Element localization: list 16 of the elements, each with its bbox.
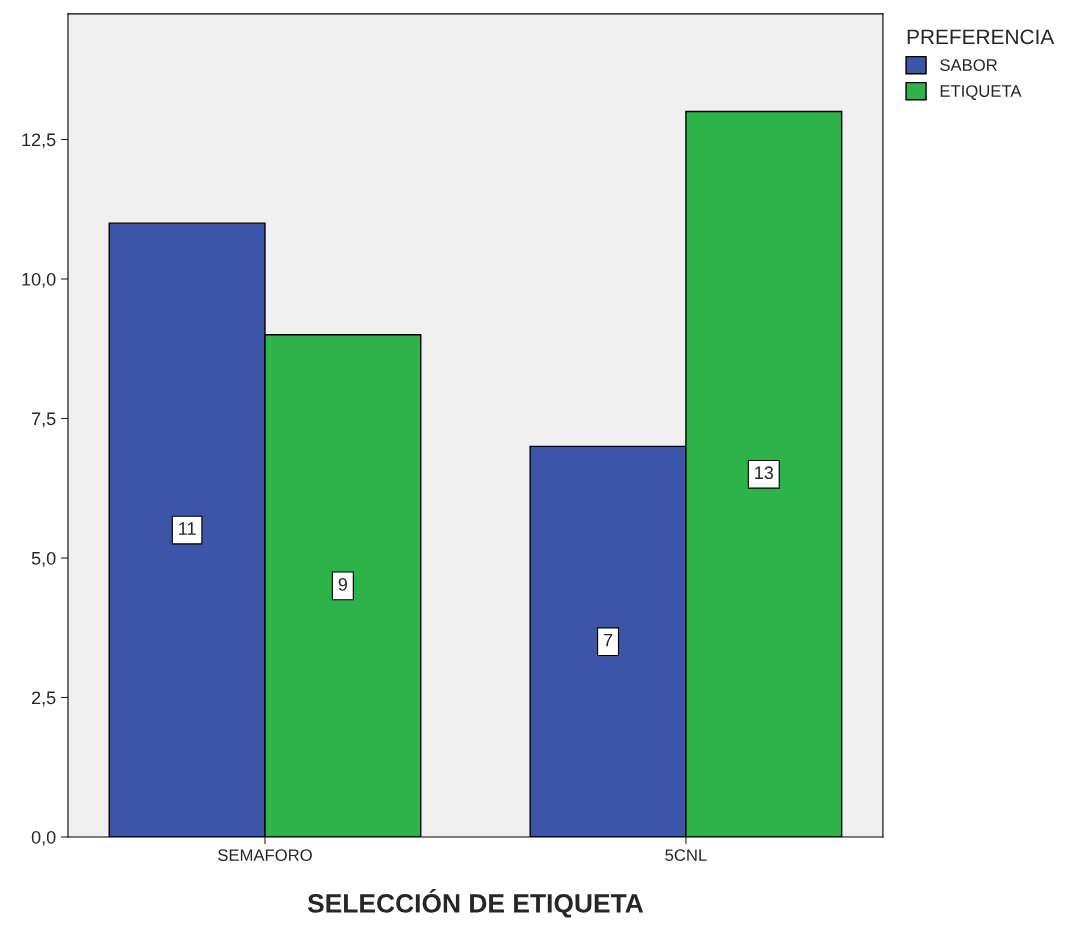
y-tick-label: 10,0 [22,272,56,288]
data-label: 11 [179,522,196,535]
y-tick-label: 12,5 [22,133,56,149]
x-tick-label: 5CNL [665,849,707,862]
legend-label: ETIQUETA [940,85,1022,100]
legend-label: SABOR [940,59,997,71]
y-tick-label: 5,0 [31,551,56,567]
y-tick-label: 0,0 [31,830,56,846]
y-tick-label: 7,5 [32,412,56,428]
data-label: 7 [603,633,613,647]
legend-title: PREFERENCIA [907,29,1055,45]
x-axis-title: SELECCIÓN DE ETIQUETA [307,889,644,918]
x-tick-label: SEMAFORO [218,849,312,862]
data-label: 9 [338,577,348,591]
y-tick-label: 2,5 [31,691,56,707]
data-label: 13 [755,466,774,480]
